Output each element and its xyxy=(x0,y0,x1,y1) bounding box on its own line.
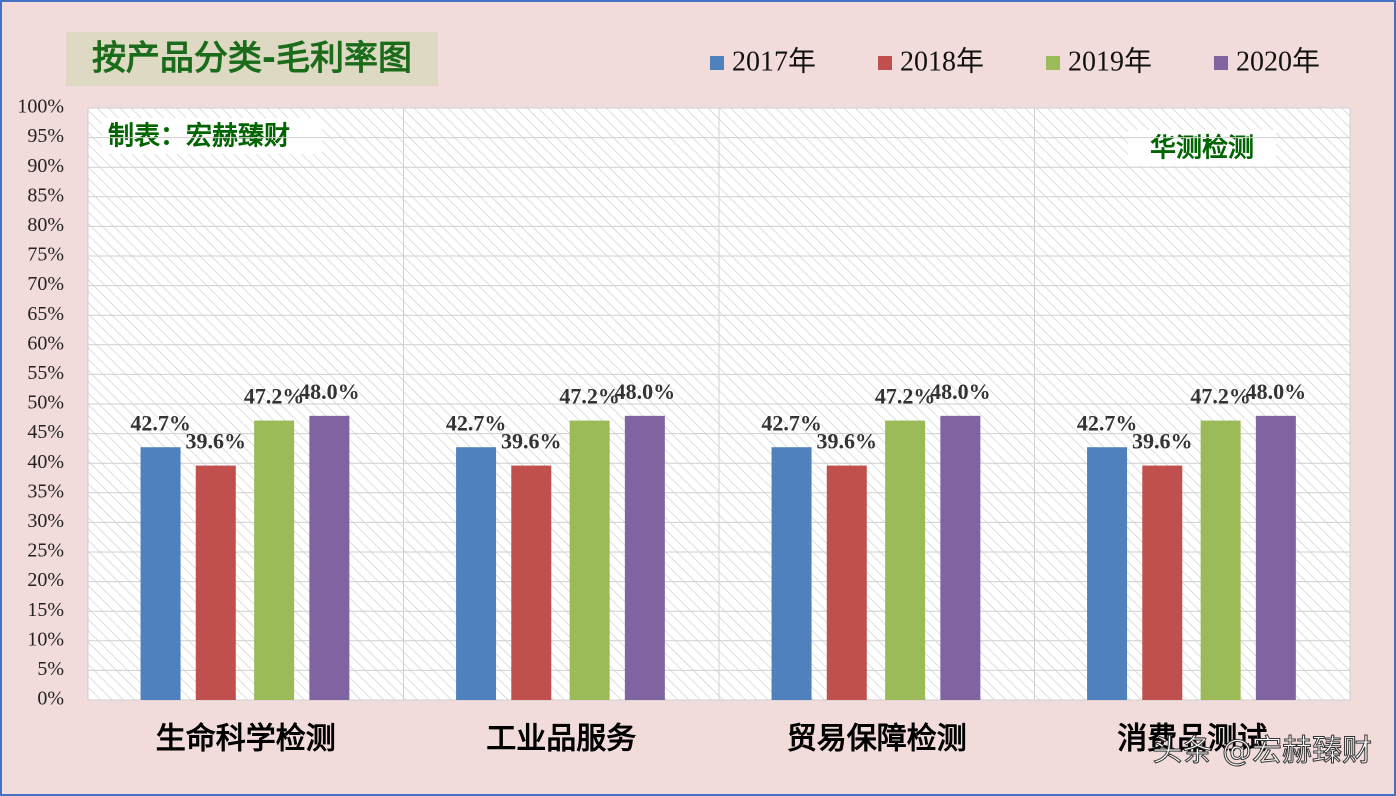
bar xyxy=(1142,465,1183,700)
bar xyxy=(624,415,665,700)
bar xyxy=(140,447,181,700)
y-tick-label: 95% xyxy=(27,125,64,147)
y-tick-label: 20% xyxy=(27,569,64,591)
legend-swatch xyxy=(710,56,724,70)
y-tick-label: 60% xyxy=(27,332,64,354)
legend-label: 2019年 xyxy=(1068,45,1152,77)
y-tick-label: 5% xyxy=(37,658,64,680)
x-tick-label: 贸易保障检测 xyxy=(787,722,967,757)
bar xyxy=(195,465,236,700)
bar xyxy=(885,420,926,700)
watermark: 头条 @宏赫臻财 xyxy=(1152,734,1372,769)
data-label: 42.7% xyxy=(1077,410,1138,435)
bar xyxy=(511,465,552,700)
y-tick-label: 10% xyxy=(27,628,64,650)
bar xyxy=(1255,415,1296,700)
bar xyxy=(309,415,350,700)
y-tick-label: 15% xyxy=(27,599,64,621)
y-tick-label: 100% xyxy=(17,96,64,118)
data-label: 39.6% xyxy=(186,429,247,454)
bar xyxy=(940,415,981,700)
bar xyxy=(1200,420,1241,700)
legend-label: 2017年 xyxy=(732,45,816,77)
data-label: 47.2% xyxy=(875,384,936,409)
data-label: 42.7% xyxy=(446,410,507,435)
x-tick-label: 工业品服务 xyxy=(486,722,636,757)
annotation: 制表：宏赫臻财 xyxy=(108,121,290,152)
legend-swatch xyxy=(1046,56,1060,70)
data-label: 48.0% xyxy=(930,379,991,404)
data-label: 47.2% xyxy=(1190,384,1251,409)
y-tick-label: 85% xyxy=(27,184,64,206)
data-label: 48.0% xyxy=(615,379,676,404)
y-tick-label: 70% xyxy=(27,273,64,295)
note-box xyxy=(102,118,322,154)
data-label: 47.2% xyxy=(244,384,305,409)
y-tick-label: 75% xyxy=(27,244,64,266)
y-tick-label: 90% xyxy=(27,155,64,177)
legend-label: 2018年 xyxy=(900,45,984,77)
data-label: 42.7% xyxy=(130,410,191,435)
data-label: 42.7% xyxy=(761,410,822,435)
legend-swatch xyxy=(878,56,892,70)
bar xyxy=(569,420,610,700)
y-tick-label: 55% xyxy=(27,362,64,384)
bar xyxy=(826,465,867,700)
bar xyxy=(456,447,497,700)
note-box xyxy=(1128,130,1276,166)
data-label: 39.6% xyxy=(501,429,562,454)
y-tick-label: 40% xyxy=(27,451,64,473)
data-label: 48.0% xyxy=(1246,379,1307,404)
data-label: 39.6% xyxy=(1132,429,1193,454)
y-tick-label: 65% xyxy=(27,303,64,325)
legend-swatch xyxy=(1214,56,1228,70)
y-tick-label: 45% xyxy=(27,421,64,443)
data-label: 47.2% xyxy=(559,384,620,409)
data-label: 39.6% xyxy=(817,429,878,454)
y-tick-label: 50% xyxy=(27,392,64,414)
x-tick-label: 消费品测试 xyxy=(1117,722,1267,757)
y-tick-label: 35% xyxy=(27,480,64,502)
bar xyxy=(254,420,295,700)
y-tick-label: 0% xyxy=(37,688,64,710)
x-tick-label: 生命科学检测 xyxy=(156,722,336,757)
y-tick-label: 30% xyxy=(27,510,64,532)
bar xyxy=(1087,447,1128,700)
y-tick-label: 25% xyxy=(27,540,64,562)
data-label: 48.0% xyxy=(299,379,360,404)
y-tick-label: 80% xyxy=(27,214,64,236)
bar xyxy=(771,447,812,700)
legend-label: 2020年 xyxy=(1236,45,1320,77)
chart-title: 按产品分类-毛利率图 xyxy=(92,39,412,79)
title-box xyxy=(66,32,438,86)
